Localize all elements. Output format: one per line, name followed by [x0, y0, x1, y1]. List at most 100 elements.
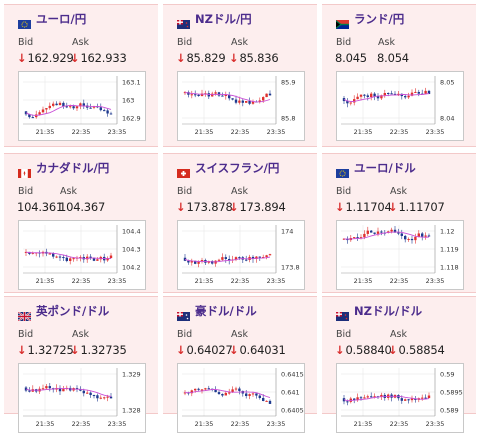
ask-label: Ask	[231, 186, 248, 197]
candle-body	[346, 101, 349, 104]
candle-body	[390, 93, 393, 95]
card-header[interactable]: カナダドル/円	[4, 154, 158, 182]
candle-body	[190, 94, 193, 96]
y-tick-label: 163.1	[122, 79, 141, 87]
candlestick-chart[interactable]: 8.05 8.04 21:35 22:35 23:35	[336, 71, 464, 141]
candlestick-chart[interactable]: 0.6415 0.641 0.6405 21:35 22:35 23:35	[177, 363, 305, 433]
candle-body	[89, 392, 92, 396]
candle-body	[251, 393, 255, 395]
card-header[interactable]: 豪ドル/ドル	[163, 297, 317, 325]
ask-label: Ask	[231, 329, 248, 340]
candle-body	[72, 106, 75, 109]
candle-body	[424, 90, 427, 94]
down-arrow-icon: ↓	[388, 200, 398, 214]
candle-body	[241, 100, 244, 103]
card-header[interactable]: ユーロ/ドル	[322, 154, 476, 182]
bid-label: Bid	[18, 186, 34, 197]
x-tick-label: 21:35	[36, 128, 55, 136]
rate-card[interactable]: カナダドル/円 Bid Ask 104.361 104.367 104.4 104.3 104…	[4, 153, 158, 293]
candle-body	[262, 397, 265, 401]
card-header[interactable]: NZドル/円	[163, 5, 317, 33]
card-header[interactable]: ユーロ/円	[4, 5, 158, 33]
down-arrow-icon: ↓	[17, 343, 27, 357]
rate-card[interactable]: 豪ドル/ドル Bid Ask ↓0.64027 ↓0.64031 0.6415 0.641 0…	[163, 296, 317, 433]
candle-body	[268, 93, 272, 96]
bid-value: 8.045	[335, 51, 367, 65]
pair-title[interactable]: ユーロ/円	[36, 12, 87, 26]
pair-title[interactable]: カナダドル/円	[36, 161, 110, 175]
candlestick-chart[interactable]: 163.1 163 162.9 21:35 22:35 23:35	[18, 71, 146, 141]
candle-body	[99, 397, 102, 399]
candle-body	[109, 396, 113, 399]
candle-body	[370, 230, 373, 233]
y-tick-label: 8.04	[440, 115, 454, 123]
candle-body	[414, 398, 417, 400]
y-tick-label: 0.641	[281, 389, 300, 397]
bid-label: Bid	[177, 186, 193, 197]
candle-body	[376, 231, 380, 234]
candle-body	[268, 254, 272, 256]
pair-title[interactable]: 豪ドル/ドル	[195, 304, 257, 318]
candle-body	[92, 395, 96, 397]
candle-body	[228, 95, 231, 99]
rate-card[interactable]: 英ポンド/ドル Bid Ask ↓1.32725 ↓1.32735 1.329 1.328 2…	[4, 296, 158, 433]
pair-title[interactable]: スイスフラン/円	[195, 161, 280, 175]
candle-body	[221, 95, 224, 97]
candle-body	[217, 392, 221, 394]
rate-card[interactable]: ユーロ/円 Bid Ask ↓162.929 ↓162.933 163.1 163 162.9…	[4, 4, 158, 147]
y-tick-label: 8.05	[440, 79, 454, 87]
candlestick-chart[interactable]: 0.59 0.5895 0.589 21:35 22:35 23:35	[336, 363, 464, 433]
x-tick-label: 21:35	[354, 277, 373, 285]
candle-body	[427, 395, 431, 399]
y-tick-label: 1.12	[440, 228, 454, 236]
rate-card[interactable]: スイスフラン/円 Bid Ask ↓173.878 ↓173.894 174 173.8 21…	[163, 153, 317, 293]
pair-title[interactable]: 英ポンド/ドル	[36, 304, 110, 318]
bid-label: Bid	[177, 37, 193, 48]
candle-body	[224, 257, 227, 259]
candlestick-chart[interactable]: 104.4 104.3 104.2 21:35 22:35 23:35	[18, 220, 146, 290]
candlestick-chart[interactable]: 1.12 1.119 1.118 21:35 22:35 23:35	[336, 220, 464, 290]
candle-body	[234, 99, 238, 103]
rate-card[interactable]: ユーロ/ドル Bid Ask ↓1.11704 ↓1.11707 1.12 1.119 1.1…	[322, 153, 476, 293]
pair-title[interactable]: ユーロ/ドル	[354, 161, 416, 175]
candle-body	[96, 106, 99, 108]
bid-label: Bid	[336, 37, 352, 48]
x-tick-label: 21:35	[195, 420, 214, 428]
rate-card[interactable]: NZドル/円 Bid Ask ↓85.829 ↓85.836 85.9 85.8 21:35 2…	[163, 4, 317, 147]
candle-body	[356, 96, 359, 100]
y-tick-label: 0.6415	[281, 371, 304, 379]
candle-body	[106, 258, 109, 261]
card-header[interactable]: ランド/円	[322, 5, 476, 33]
candle-body	[424, 235, 427, 237]
candlestick-chart[interactable]: 85.9 85.8 21:35 22:35 23:35	[177, 71, 305, 141]
candle-body	[75, 388, 79, 390]
za-flag-icon	[336, 14, 349, 29]
card-header[interactable]: スイスフラン/円	[163, 154, 317, 182]
moving-average-line	[343, 231, 430, 240]
candle-body	[92, 257, 96, 261]
candle-body	[190, 260, 193, 263]
bid-value: ↓0.58840	[335, 343, 392, 357]
x-tick-label: 23:35	[267, 420, 286, 428]
candle-body	[92, 106, 96, 108]
y-tick-label: 163	[122, 97, 134, 105]
candle-body	[194, 388, 197, 391]
x-tick-label: 21:35	[36, 420, 55, 428]
card-header[interactable]: 英ポンド/ドル	[4, 297, 158, 325]
candle-body	[231, 389, 234, 393]
candle-body	[248, 101, 251, 104]
pair-title[interactable]: NZドル/円	[195, 12, 252, 26]
ask-label: Ask	[390, 329, 407, 340]
rate-card[interactable]: ランド/円 Bid Ask 8.045 8.054 8.05 8.04 21:35 22:35 2…	[322, 4, 476, 147]
candle-body	[38, 112, 41, 115]
candle-body	[390, 229, 393, 232]
candle-body	[410, 92, 414, 96]
rate-card[interactable]: NZドル/ドル Bid Ask ↓0.58840 ↓0.58854 0.59 0.5895 0…	[322, 296, 476, 433]
candlestick-chart[interactable]: 1.329 1.328 21:35 22:35 23:35	[18, 363, 146, 433]
pair-title[interactable]: ランド/円	[354, 12, 405, 26]
pair-title[interactable]: NZドル/ドル	[354, 304, 423, 318]
candle-body	[62, 389, 65, 392]
card-header[interactable]: NZドル/ドル	[322, 297, 476, 325]
eu-flag-icon	[336, 163, 349, 178]
candlestick-chart[interactable]: 174 173.8 21:35 22:35 23:35	[177, 220, 305, 290]
